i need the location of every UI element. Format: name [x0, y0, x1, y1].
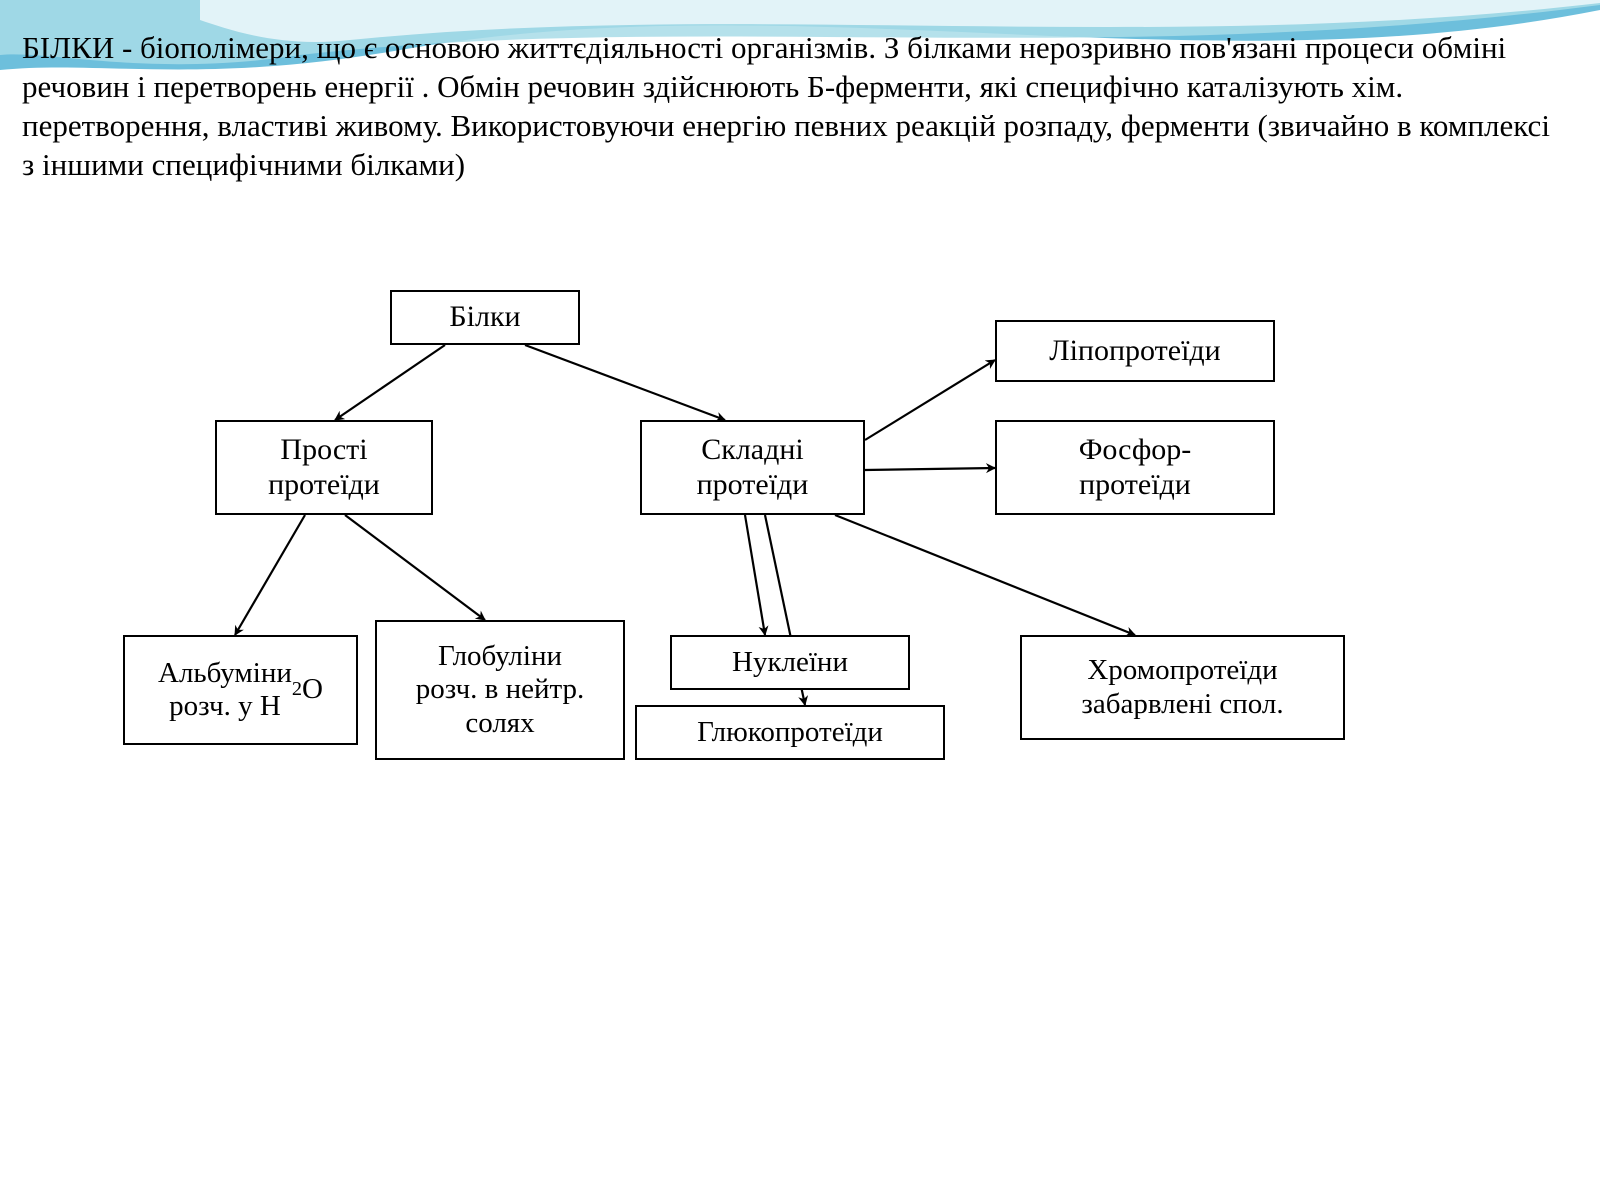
node-nukl: Нуклеїни	[670, 635, 910, 690]
node-fosfor: Фосфор-протеїди	[995, 420, 1275, 515]
edge-bilky-prosti	[335, 345, 445, 420]
edge-skladni-lipo	[865, 360, 995, 440]
node-prosti: Простіпротеїди	[215, 420, 433, 515]
edge-skladni-nukl	[745, 515, 765, 635]
node-lipo: Ліпопротеїди	[995, 320, 1275, 382]
protein-diagram: Білки Простіпротеїди Складніпротеїди Ліпопр…	[85, 290, 1505, 850]
edge-skladni-khromo	[835, 515, 1135, 635]
edge-prosti-albu	[235, 515, 305, 635]
node-glob: Глобулінирозч. в нейтр.солях	[375, 620, 625, 760]
edge-skladni-fosfor	[865, 468, 995, 470]
intro-paragraph: БІЛКИ - біополімери, що є основою життєд…	[22, 28, 1562, 184]
node-khromo: Хромопротеїдизабарвлені спол.	[1020, 635, 1345, 740]
node-albu: Альбумінирозч. у H2O	[123, 635, 358, 745]
node-skladni: Складніпротеїди	[640, 420, 865, 515]
edge-bilky-skladni	[525, 345, 725, 420]
edge-prosti-glob	[345, 515, 485, 620]
node-gluk: Глюкопротеїди	[635, 705, 945, 760]
diagram-edges	[85, 290, 1505, 850]
node-bilky: Білки	[390, 290, 580, 345]
